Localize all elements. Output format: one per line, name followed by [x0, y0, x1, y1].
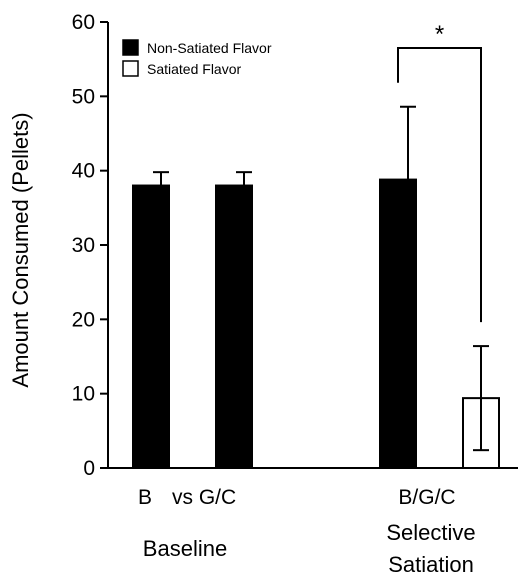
legend-label: Non-Satiated Flavor [147, 40, 272, 56]
y-tick-label: 50 [72, 85, 95, 108]
category-label: B/G/C [398, 486, 455, 509]
bar [215, 184, 253, 470]
category-label: vs G/C [172, 486, 236, 509]
group-label-line: Satiation [388, 552, 474, 577]
y-axis-label: Amount Consumed (Pellets) [8, 112, 33, 387]
y-tick-label: 0 [83, 457, 95, 480]
y-tick-label: 20 [72, 308, 95, 331]
y-tick-label: 40 [72, 160, 95, 183]
significance-star: * [435, 21, 444, 48]
y-tick-label: 30 [72, 234, 95, 257]
group-label: Selective Satiation [386, 520, 475, 577]
bar [132, 184, 170, 470]
significance-bracket: * [397, 21, 482, 323]
legend-swatch [122, 39, 139, 56]
y-axis: 0 10 20 30 40 50 60 [72, 11, 518, 480]
legend: Non-Satiated Flavor Satiated Flavor [122, 39, 272, 77]
bracket-line [397, 47, 482, 323]
y-tick-label: 60 [72, 11, 95, 34]
group-label: Baseline [143, 536, 227, 561]
y-tick-label: 10 [72, 383, 95, 406]
bar [379, 178, 417, 469]
legend-label: Satiated Flavor [147, 61, 241, 77]
group-label-line: Baseline [143, 536, 227, 561]
legend-swatch [122, 60, 139, 77]
category-label: B [138, 486, 152, 509]
group-label-line: Selective [386, 520, 475, 545]
bars [132, 105, 500, 470]
